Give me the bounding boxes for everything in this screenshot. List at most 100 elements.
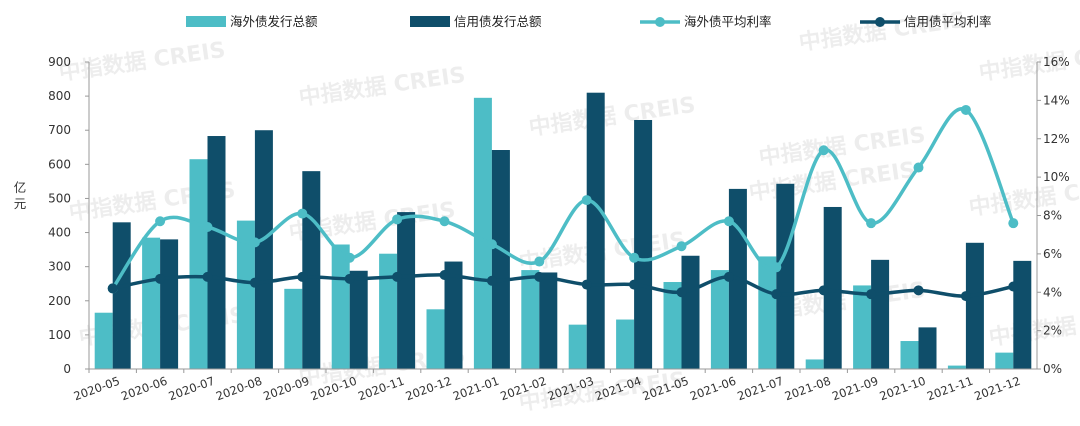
bar-credit-amount bbox=[965, 242, 984, 369]
bar-credit-amount bbox=[918, 327, 937, 369]
point-overseas-rate bbox=[723, 216, 734, 227]
watermark-text: 中指数据 CREIS bbox=[987, 302, 1080, 351]
bar-overseas-amount bbox=[568, 324, 587, 369]
bar-overseas-amount bbox=[284, 288, 303, 369]
y-tick-left-label: 300 bbox=[48, 260, 71, 274]
bar-layer bbox=[94, 92, 1032, 370]
bar-overseas-amount bbox=[379, 253, 398, 369]
x-tick-label: 2021-10 bbox=[878, 374, 928, 404]
bar-credit-amount bbox=[776, 183, 795, 369]
legend-label: 信用债平均利率 bbox=[904, 14, 992, 29]
bar-overseas-amount bbox=[710, 270, 729, 369]
point-overseas-rate bbox=[297, 208, 308, 219]
point-credit-rate bbox=[155, 273, 166, 284]
y-tick-left-label: 100 bbox=[48, 328, 71, 342]
point-overseas-rate bbox=[486, 239, 497, 250]
y-tick-left-label: 200 bbox=[48, 294, 71, 308]
y-tick-right-label: 14% bbox=[1043, 93, 1070, 107]
legend: 海外债发行总额 信用债发行总额 海外债平均利率 信用债平均利率 bbox=[186, 14, 992, 29]
y-tick-left-label: 700 bbox=[48, 123, 71, 137]
point-credit-rate bbox=[202, 271, 213, 282]
bar-overseas-amount bbox=[236, 220, 255, 369]
legend-label: 海外债发行总额 bbox=[230, 14, 318, 29]
bar-overseas-amount bbox=[853, 285, 872, 369]
point-credit-rate bbox=[818, 285, 829, 296]
legend-swatch-marker bbox=[655, 17, 665, 27]
bar-overseas-amount bbox=[805, 359, 824, 369]
point-overseas-rate bbox=[913, 162, 924, 173]
point-credit-rate bbox=[723, 271, 734, 282]
point-credit-rate bbox=[960, 291, 971, 302]
bar-overseas-amount bbox=[947, 365, 966, 369]
bar-credit-amount bbox=[397, 212, 416, 369]
y-tick-left-label: 900 bbox=[48, 55, 71, 69]
legend-label: 信用债发行总额 bbox=[454, 14, 542, 29]
legend-swatch-bar bbox=[186, 16, 226, 27]
point-overseas-rate bbox=[1008, 218, 1019, 229]
bar-credit-amount bbox=[207, 136, 226, 369]
watermark-text: 中指数据 CREIS bbox=[297, 62, 467, 111]
point-credit-rate bbox=[344, 273, 355, 284]
point-overseas-rate bbox=[818, 145, 829, 156]
bar-overseas-amount bbox=[900, 341, 919, 369]
point-overseas-rate bbox=[392, 214, 403, 225]
bar-overseas-amount bbox=[995, 352, 1014, 369]
point-overseas-rate bbox=[534, 256, 545, 267]
x-tick-label: 2020-05 bbox=[72, 374, 122, 404]
point-credit-rate bbox=[249, 277, 260, 288]
x-tick-label: 2021-12 bbox=[972, 374, 1022, 404]
point-overseas-rate bbox=[581, 195, 592, 206]
point-credit-rate bbox=[534, 271, 545, 282]
bar-credit-amount bbox=[444, 261, 463, 369]
bar-credit-amount bbox=[160, 239, 179, 369]
y-tick-left-label: 400 bbox=[48, 226, 71, 240]
bar-credit-amount bbox=[871, 259, 890, 369]
y-tick-right-label: 8% bbox=[1043, 209, 1062, 223]
point-overseas-rate bbox=[771, 262, 782, 273]
y-tick-right-label: 10% bbox=[1043, 170, 1070, 184]
x-tick-label: 2020-08 bbox=[214, 374, 264, 404]
x-tick-label: 2020-09 bbox=[261, 374, 311, 404]
watermark-text: 中指数据 CREIS bbox=[527, 92, 697, 141]
bar-overseas-amount bbox=[616, 319, 635, 369]
legend-swatch-bar bbox=[410, 16, 450, 27]
y-tick-right-label: 16% bbox=[1043, 55, 1070, 69]
x-tick-label: 2021-06 bbox=[688, 374, 738, 404]
point-overseas-rate bbox=[676, 241, 687, 252]
bar-credit-amount bbox=[539, 272, 558, 369]
bar-credit-amount bbox=[823, 206, 842, 369]
y-tick-right-label: 4% bbox=[1043, 285, 1062, 299]
y-tick-left-label: 500 bbox=[48, 191, 71, 205]
point-credit-rate bbox=[392, 271, 403, 282]
point-credit-rate bbox=[629, 279, 640, 290]
y-tick-left-label: 600 bbox=[48, 157, 71, 171]
x-tick-label: 2021-07 bbox=[735, 374, 785, 404]
y-tick-left-label: 0 bbox=[63, 362, 71, 376]
point-overseas-rate bbox=[866, 218, 877, 229]
y-tick-left-label: 800 bbox=[48, 89, 71, 103]
watermark-text: 中指数据 CREIS bbox=[57, 37, 227, 86]
point-credit-rate bbox=[581, 279, 592, 290]
point-credit-rate bbox=[676, 287, 687, 298]
point-credit-rate bbox=[771, 289, 782, 300]
bar-credit-amount bbox=[681, 255, 700, 369]
point-credit-rate bbox=[866, 289, 877, 300]
point-overseas-rate bbox=[960, 104, 971, 115]
bar-overseas-amount bbox=[189, 159, 208, 369]
point-credit-rate bbox=[439, 269, 450, 280]
point-credit-rate bbox=[486, 275, 497, 286]
y-axis-label: 亿元 bbox=[14, 180, 27, 211]
point-credit-rate bbox=[107, 283, 118, 294]
x-tick-label: 2021-11 bbox=[925, 374, 975, 404]
bar-overseas-amount bbox=[142, 237, 161, 369]
bar-overseas-amount bbox=[521, 270, 540, 369]
point-overseas-rate bbox=[439, 216, 450, 227]
y-tick-right-label: 0% bbox=[1043, 362, 1062, 376]
point-overseas-rate bbox=[155, 216, 166, 227]
x-tick-label: 2021-09 bbox=[830, 374, 880, 404]
point-overseas-rate bbox=[249, 237, 260, 248]
y-tick-right-label: 2% bbox=[1043, 324, 1062, 338]
x-tick-label: 2021-08 bbox=[783, 374, 833, 404]
